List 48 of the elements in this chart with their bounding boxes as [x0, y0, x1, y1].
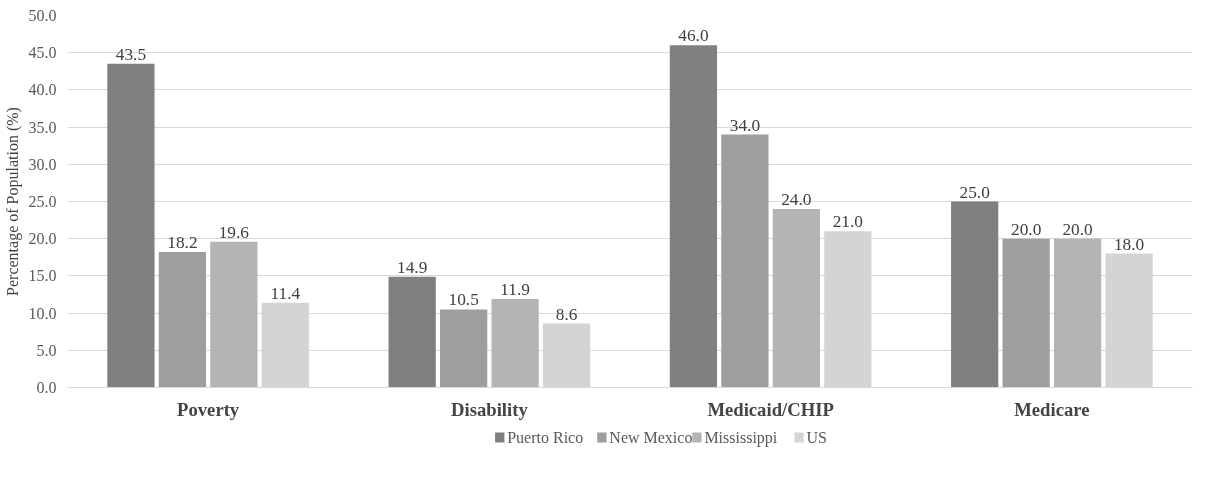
y-tick-label: 5.0	[36, 341, 57, 359]
bar	[1053, 238, 1102, 388]
legend-label: US	[806, 429, 827, 446]
legend-label: New Mexico	[609, 429, 693, 446]
y-tick-label: 50.0	[28, 7, 57, 24]
data-label: 11.9	[500, 279, 530, 299]
bar	[491, 298, 539, 388]
data-label: 18.0	[1113, 234, 1145, 254]
y-tick-label: 40.0	[28, 81, 57, 99]
y-tick-label: 25.0	[28, 193, 57, 210]
data-label: 25.0	[959, 182, 990, 202]
legend-label: Puerto Rico	[507, 429, 584, 446]
bar	[669, 45, 718, 388]
data-label: 18.2	[167, 233, 198, 253]
y-tick-label: 35.0	[28, 118, 57, 136]
bar	[107, 63, 155, 388]
data-label: 8.6	[555, 304, 578, 324]
data-label: 46.0	[678, 26, 709, 46]
bar	[772, 208, 820, 388]
data-label: 20.0	[1010, 219, 1042, 239]
bar	[1002, 238, 1050, 388]
y-tick-label: 0.0	[36, 379, 57, 396]
bar	[951, 201, 999, 388]
bar	[721, 134, 769, 388]
x-tick-label: Disability	[451, 398, 529, 420]
legend-label: Mississippi	[704, 429, 778, 447]
data-label: 24.0	[781, 189, 812, 209]
y-tick-label: 15.0	[28, 267, 57, 285]
data-label: 19.6	[218, 222, 250, 242]
data-label: 11.4	[270, 283, 301, 303]
x-tick-label: Medicare	[1014, 398, 1090, 420]
bar	[388, 276, 436, 388]
x-tick-label: Poverty	[177, 398, 240, 420]
y-tick-label: 10.0	[28, 304, 57, 322]
data-label: 14.9	[397, 257, 428, 277]
data-label: 43.5	[115, 44, 147, 64]
y-tick-label: 45.0	[28, 44, 57, 62]
y-tick-label: 20.0	[28, 230, 57, 248]
data-label: 21.0	[832, 212, 863, 232]
y-tick-label: 30.0	[28, 155, 57, 173]
bar	[210, 241, 258, 388]
data-label: 34.0	[729, 115, 761, 135]
bar	[440, 309, 488, 388]
bar	[158, 252, 207, 388]
data-label: 10.5	[448, 290, 479, 310]
x-tick-label: Medicaid/CHIP	[707, 398, 834, 420]
y-axis-title: Percentage of Population (%)	[3, 107, 22, 296]
data-label: 20.0	[1062, 219, 1093, 239]
